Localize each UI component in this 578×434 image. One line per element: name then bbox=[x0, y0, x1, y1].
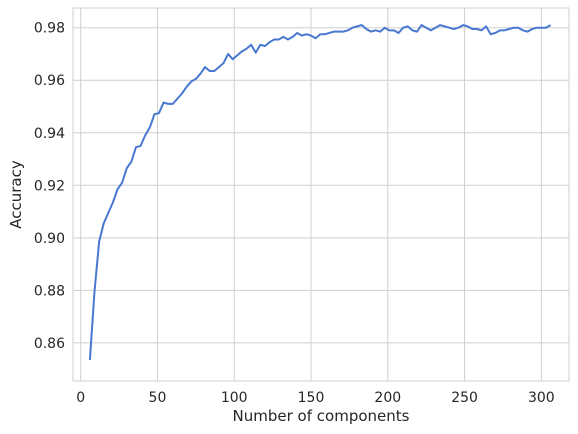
y-tick-label: 0.96 bbox=[34, 73, 65, 89]
x-tick-label: 150 bbox=[298, 390, 325, 406]
y-tick-label: 0.88 bbox=[34, 283, 65, 299]
y-tick-label: 0.98 bbox=[34, 21, 65, 37]
y-tick-label: 0.86 bbox=[34, 336, 65, 352]
x-tick-label: 200 bbox=[374, 390, 401, 406]
y-tick-label: 0.90 bbox=[34, 231, 65, 247]
plot-frame bbox=[72, 7, 570, 382]
x-tick-label: 50 bbox=[149, 390, 167, 406]
y-tick-label: 0.92 bbox=[34, 178, 65, 194]
x-tick-label: 300 bbox=[528, 390, 555, 406]
accuracy-line bbox=[88, 24, 552, 361]
x-gridlines bbox=[80, 8, 542, 381]
y-tick-labels: 0.86 0.88 0.90 0.92 0.94 0.96 0.98 bbox=[34, 21, 65, 352]
x-tick-labels: 0 50 100 150 200 250 300 bbox=[76, 390, 555, 406]
y-axis-label: Accuracy bbox=[7, 160, 25, 229]
y-gridlines bbox=[73, 27, 569, 344]
x-axis-label: Number of components bbox=[233, 407, 410, 425]
y-tick-label: 0.94 bbox=[34, 126, 65, 142]
x-tick-label: 100 bbox=[221, 390, 248, 406]
x-tick-label: 0 bbox=[76, 390, 85, 406]
x-tick-label: 250 bbox=[451, 390, 478, 406]
